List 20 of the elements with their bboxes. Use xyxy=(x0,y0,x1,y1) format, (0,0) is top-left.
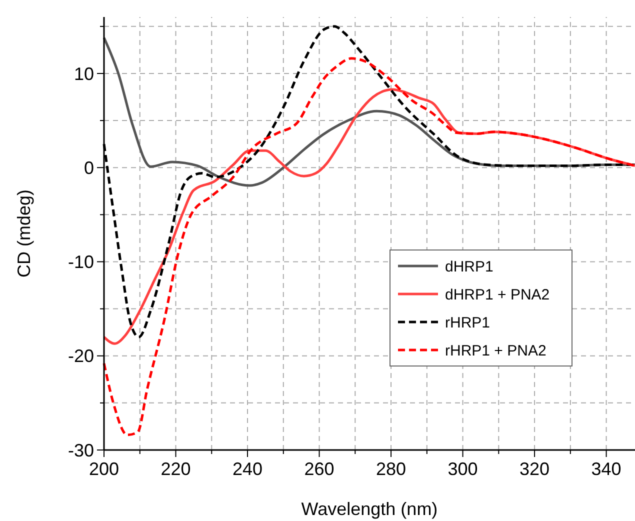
x-tick-label: 260 xyxy=(304,459,334,479)
y-tick-label: -20 xyxy=(68,346,94,366)
line-series xyxy=(102,57,635,436)
y-axis-title: CD (mdeg) xyxy=(14,189,34,278)
y-tick-label: 10 xyxy=(74,64,94,84)
x-tick-label: 300 xyxy=(448,459,478,479)
x-tick-label: 200 xyxy=(88,459,120,479)
y-tick-label: 0 xyxy=(84,158,94,178)
x-tick-label: 280 xyxy=(376,459,406,479)
x-tick-label: 340 xyxy=(591,459,622,479)
x-axis-title: Wavelength (nm) xyxy=(301,499,438,519)
x-tick-label: 320 xyxy=(520,459,550,479)
legend-label: dHRP1 + PNA2 xyxy=(445,286,550,304)
y-tick-label: -10 xyxy=(68,252,94,272)
x-tick-label: 220 xyxy=(160,459,191,479)
y-tick-label: -30 xyxy=(68,440,94,460)
legend-label: dHRP1 xyxy=(445,258,494,276)
legend-label: rHRP1 + PNA2 xyxy=(445,342,546,360)
x-tick-label: 240 xyxy=(232,459,263,479)
legend-label: rHRP1 xyxy=(445,314,490,332)
